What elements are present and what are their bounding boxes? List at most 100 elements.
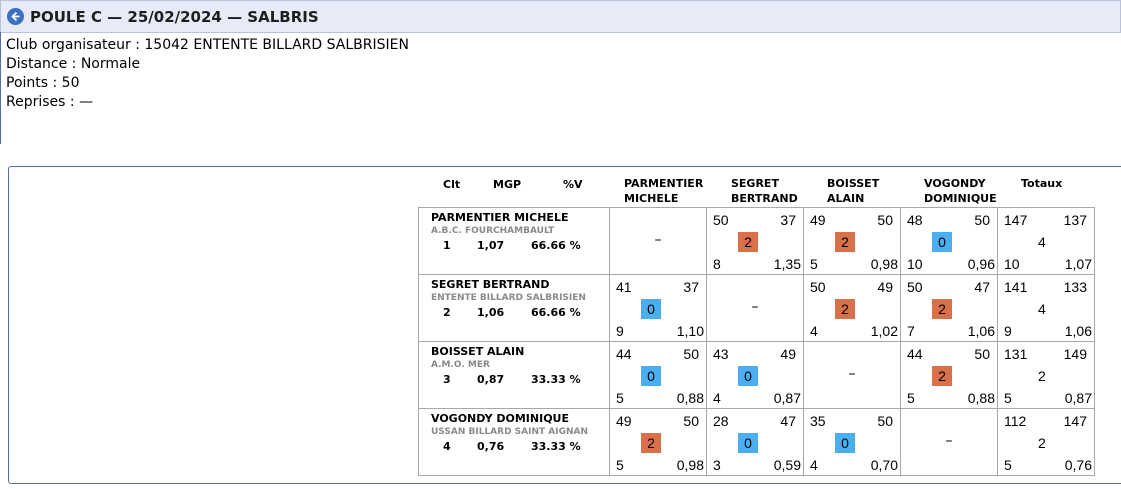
header-player-3-line1: BOISSET xyxy=(827,177,880,190)
match-points-badge: 0 xyxy=(641,299,661,319)
header-player-2: SEGRET BERTRAND xyxy=(731,176,798,206)
opponent-score: 50 xyxy=(877,212,893,228)
match-average: 0,88 xyxy=(967,390,995,406)
header-mgp: MGP xyxy=(493,178,522,191)
total-points-scored: 141 xyxy=(1004,279,1028,295)
header-player-4-line2: DOMINIQUE xyxy=(924,192,997,205)
reprises-info: Reprises : — xyxy=(6,94,94,110)
match-score: 49 xyxy=(810,212,826,228)
total-points-against: 147 xyxy=(1063,413,1087,429)
player-club: A.B.C. FOURCHAMBAULT xyxy=(431,226,555,236)
total-average: 0,76 xyxy=(1064,457,1092,473)
match-cell: 41 37 0 9 1,10 xyxy=(609,274,707,342)
player-cell: PARMENTIER MICHELE A.B.C. FOURCHAMBAULT 1 1… xyxy=(418,207,610,275)
match-cell: – xyxy=(706,274,804,342)
match-points-badge: 2 xyxy=(835,232,855,252)
match-cell: – xyxy=(900,408,998,476)
content-border xyxy=(0,32,1,144)
match-average: 1,35 xyxy=(773,256,801,272)
player-name: VOGONDY DOMINIQUE xyxy=(431,412,569,425)
match-points-badge: 2 xyxy=(641,433,661,453)
player-mgp: 0,76 xyxy=(477,440,505,453)
results-grid: PARMENTIER MICHELE A.B.C. FOURCHAMBAULT 1 1… xyxy=(418,207,1095,476)
match-score: 44 xyxy=(616,346,632,362)
opponent-score: 50 xyxy=(683,413,699,429)
back-arrow-icon[interactable] xyxy=(7,8,24,25)
match-points-badge: 0 xyxy=(641,366,661,386)
header-player-1-line1: PARMENTIER xyxy=(624,177,704,190)
match-points-badge: 2 xyxy=(932,299,952,319)
match-innings: 8 xyxy=(713,256,721,272)
opponent-score: 50 xyxy=(877,413,893,429)
match-innings: 9 xyxy=(616,323,624,339)
opponent-score: 50 xyxy=(974,346,990,362)
match-points-badge: 0 xyxy=(932,232,952,252)
player-club: ENTENTE BILLARD SALBRISIEN xyxy=(431,293,586,303)
player-win-pct: 33.33 % xyxy=(531,440,581,453)
totals-cell: 112 147 2 5 0,76 xyxy=(997,408,1095,476)
competition-info: Club organisateur : 15042 ENTENTE BILLAR… xyxy=(6,36,409,112)
match-innings: 5 xyxy=(907,390,915,406)
match-score: 28 xyxy=(713,413,729,429)
match-cell: 50 47 2 7 1,06 xyxy=(900,274,998,342)
match-score: 49 xyxy=(616,413,632,429)
distance-info: Distance : Normale xyxy=(6,56,141,72)
match-cell: 44 50 2 5 0,88 xyxy=(900,341,998,409)
match-average: 0,87 xyxy=(773,390,801,406)
total-match-points: 2 xyxy=(1038,435,1046,451)
empty-cell-dash: – xyxy=(654,232,662,248)
table-row: BOISSET ALAIN A.M.O. MER 3 0,87 33.33 % 44 50 0… xyxy=(418,341,1095,409)
total-points-scored: 131 xyxy=(1004,346,1028,362)
match-innings: 5 xyxy=(616,457,624,473)
match-cell: 49 50 2 5 0,98 xyxy=(803,207,901,275)
match-innings: 7 xyxy=(907,323,915,339)
player-club: USSAN BILLARD SAINT AIGNAN xyxy=(431,427,589,437)
match-average: 0,88 xyxy=(676,390,704,406)
header-pct: %V xyxy=(563,178,583,191)
match-score: 43 xyxy=(713,346,729,362)
match-points-badge: 2 xyxy=(738,232,758,252)
header-player-1: PARMENTIER MICHELE xyxy=(624,176,703,206)
match-average: 0,98 xyxy=(870,256,898,272)
empty-cell-dash: – xyxy=(751,299,759,315)
match-average: 0,96 xyxy=(967,256,995,272)
points-info: Points : 50 xyxy=(6,75,80,91)
match-cell: 44 50 0 5 0,88 xyxy=(609,341,707,409)
table-row: PARMENTIER MICHELE A.B.C. FOURCHAMBAULT 1 1… xyxy=(418,207,1095,275)
match-innings: 5 xyxy=(810,256,818,272)
header-player-2-line2: BERTRAND xyxy=(731,192,798,205)
table-row: VOGONDY DOMINIQUE USSAN BILLARD SAINT AIG… xyxy=(418,408,1095,476)
match-innings: 4 xyxy=(713,390,721,406)
player-club: A.M.O. MER xyxy=(431,360,490,370)
total-match-points: 2 xyxy=(1038,368,1046,384)
player-mgp: 1,06 xyxy=(477,306,505,319)
page-title: POULE C — 25/02/2024 — SALBRIS xyxy=(30,7,319,26)
total-match-points: 4 xyxy=(1038,301,1046,317)
total-points-scored: 112 xyxy=(1004,413,1027,429)
match-innings: 3 xyxy=(713,457,721,473)
total-average: 1,07 xyxy=(1064,256,1092,272)
results-panel xyxy=(8,166,1121,484)
empty-cell-dash: – xyxy=(945,433,953,449)
match-cell: 49 50 2 5 0,98 xyxy=(609,408,707,476)
match-points-badge: 0 xyxy=(738,433,758,453)
match-cell: – xyxy=(803,341,901,409)
opponent-score: 47 xyxy=(974,279,990,295)
player-rank: 4 xyxy=(443,440,451,453)
header-player-2-line1: SEGRET xyxy=(731,177,779,190)
total-points-against: 149 xyxy=(1063,346,1087,362)
match-score: 50 xyxy=(810,279,826,295)
match-score: 50 xyxy=(713,212,729,228)
player-win-pct: 66.66 % xyxy=(531,239,581,252)
opponent-score: 49 xyxy=(877,279,893,295)
player-mgp: 0,87 xyxy=(477,373,505,386)
header-player-1-line2: MICHELE xyxy=(624,192,679,205)
organizer-club: Club organisateur : 15042 ENTENTE BILLAR… xyxy=(6,37,409,53)
match-innings: 10 xyxy=(907,256,923,272)
match-average: 1,02 xyxy=(870,323,898,339)
total-points-against: 133 xyxy=(1063,279,1087,295)
table-row: SEGRET BERTRAND ENTENTE BILLARD SALBRISIE… xyxy=(418,274,1095,342)
player-win-pct: 66.66 % xyxy=(531,306,581,319)
match-score: 35 xyxy=(810,413,826,429)
player-cell: SEGRET BERTRAND ENTENTE BILLARD SALBRISIE… xyxy=(418,274,610,342)
